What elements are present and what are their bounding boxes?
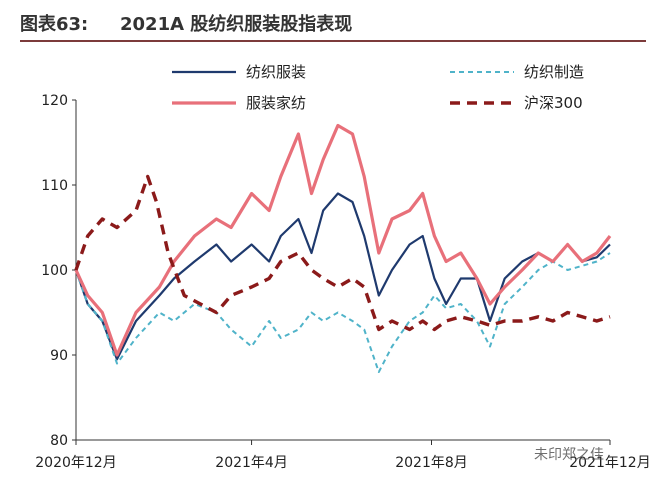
legend-label: 纺织制造 — [524, 63, 584, 81]
series-line-纺织服装 — [74, 192, 611, 361]
x-tick-label: 2020年12月 — [35, 455, 116, 471]
figure-label: 图表63: — [20, 14, 89, 35]
series-line-纺织制造 — [75, 252, 611, 373]
watermark: 未印郑之佳 — [534, 447, 604, 463]
title-divider — [20, 40, 646, 42]
x-tick-label: 2021年4月 — [215, 455, 288, 471]
y-tick-label: 100 — [41, 263, 68, 279]
y-tick-label: 80 — [50, 433, 68, 449]
chart-title: 2021A 股纺织服装股指表现 — [120, 14, 353, 35]
x-tick-label: 2021年12月 — [569, 455, 650, 471]
y-tick-label: 120 — [41, 93, 68, 109]
legend-label: 服装家纺 — [246, 94, 306, 112]
legend-label: 纺织服装 — [246, 63, 306, 81]
series-line-沪深300 — [74, 174, 611, 332]
y-tick-label: 90 — [50, 348, 68, 364]
legend-label: 沪深300 — [524, 94, 583, 112]
y-tick-label: 110 — [41, 178, 68, 194]
title-bar: 图表63: 2021A 股纺织服装股指表现 — [0, 0, 665, 42]
x-tick-label: 2021年8月 — [395, 455, 468, 471]
